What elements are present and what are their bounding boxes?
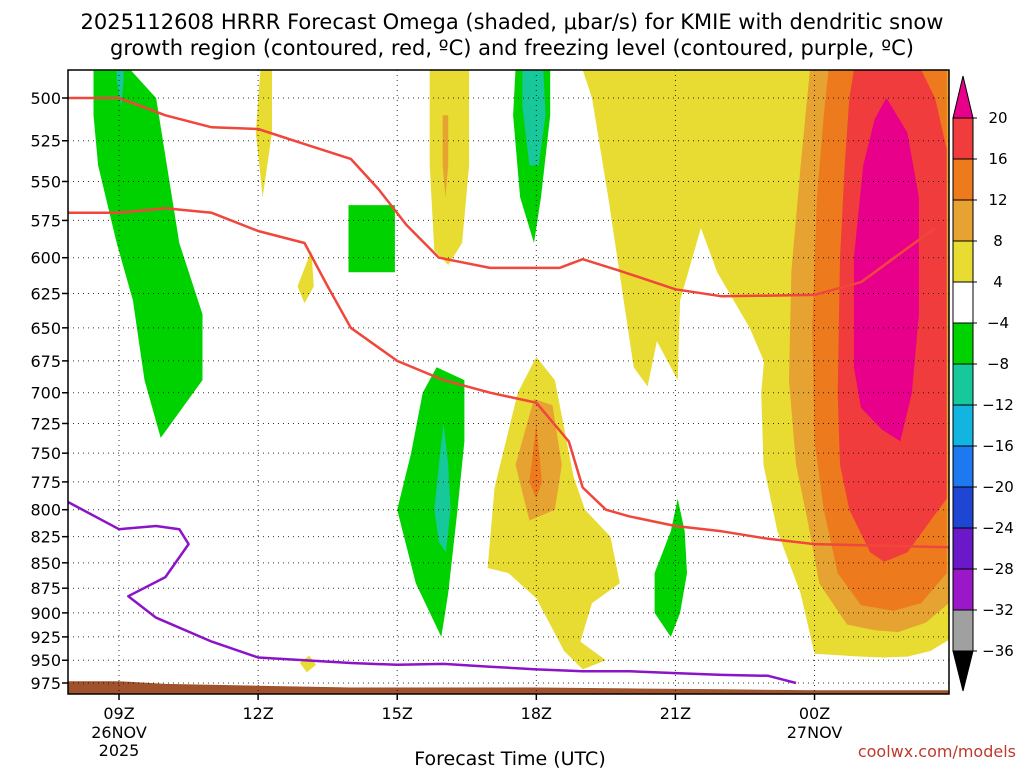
y-tick-label-650: 650 — [30, 319, 61, 338]
y-tick-label-775: 775 — [30, 473, 61, 492]
colorbar-tick-label-1: 16 — [988, 150, 1007, 168]
colorbar-segment-3 — [952, 240, 974, 283]
x-tick-label-15: 15Z — [382, 704, 413, 723]
colorbar-segment-7 — [952, 404, 974, 447]
colorbar-segment-6 — [952, 363, 974, 406]
y-tick-label-675: 675 — [30, 352, 61, 371]
omega-region-r5 — [529, 423, 542, 499]
colorbar-top-arrow — [952, 75, 974, 119]
omega-region-y6 — [582, 70, 801, 418]
contour-line-2 — [67, 500, 797, 685]
contour-line-0 — [68, 96, 936, 298]
y-tick-label-625: 625 — [30, 284, 61, 303]
x-tick-date-9: 26NOV — [91, 723, 147, 742]
y-tick-label-750: 750 — [30, 444, 61, 463]
credit-text: coolwx.com/models — [858, 742, 1016, 761]
colorbar-segment-1 — [952, 158, 974, 201]
omega-shading-layer — [93, 70, 949, 673]
omega-region-y5 — [487, 357, 620, 670]
omega-region-o4 — [442, 115, 449, 198]
y-tick-label-575: 575 — [30, 211, 61, 230]
colorbar-segment-5 — [952, 322, 974, 365]
colorbar-tick-label-8: −16 — [982, 437, 1014, 455]
y-tick-label-525: 525 — [30, 132, 61, 151]
colorbar-tick-label-0: 20 — [988, 109, 1007, 127]
y-tick-label-975: 975 — [30, 674, 61, 693]
y-axis: 500 525 550 575 600 625 650 675 700 725 750 775 800 8… — [30, 89, 68, 693]
x-tick-label-12: 12Z — [242, 704, 273, 723]
colorbar-tick-label-9: −20 — [982, 478, 1014, 496]
omega-region-g2 — [348, 205, 395, 273]
x-tick-label-24: 00Z — [799, 704, 830, 723]
x-tick-year-9: 2025 — [99, 741, 140, 760]
y-tick-label-900: 900 — [30, 604, 61, 623]
colorbar-tick-label-12: −32 — [982, 601, 1014, 619]
omega-region-y4 — [429, 70, 470, 265]
omega-region-y2 — [297, 250, 314, 304]
ground-layer — [68, 681, 949, 694]
omega-region-c1 — [116, 70, 124, 107]
x-tick-date-24: 27NOV — [787, 723, 843, 742]
y-tick-label-550: 550 — [30, 172, 61, 191]
contour-line-1 — [68, 206, 950, 549]
colorbar-segment-10 — [952, 527, 974, 570]
colorbar-tick-label-5: −4 — [987, 314, 1009, 332]
plot-frame — [67, 69, 950, 695]
omega-region-g4 — [397, 367, 465, 637]
colorbar-segment-12 — [952, 609, 974, 652]
y-tick-label-825: 825 — [30, 528, 61, 547]
colorbar-tick-label-11: −28 — [982, 560, 1014, 578]
colorbar-segment-0 — [952, 117, 974, 160]
colorbar-segment-9 — [952, 486, 974, 529]
colorbar-tick-label-4: 4 — [993, 273, 1003, 291]
grid-layer — [68, 70, 949, 694]
colorbar-segment-8 — [952, 445, 974, 488]
omega-region-y1 — [255, 70, 272, 198]
y-tick-label-925: 925 — [30, 628, 61, 647]
y-tick-label-800: 800 — [30, 501, 61, 520]
chart-title-line1: 2025112608 HRRR Forecast Omega (shaded, … — [81, 10, 944, 34]
colorbar-segment-2 — [952, 199, 974, 242]
colorbar-bottom-arrow — [952, 650, 974, 692]
omega-region-c4 — [434, 423, 451, 553]
colorbar: 20 16 12 8 4 −4 −8 −12 −16 −20 −24 −28 −32 −36 — [952, 75, 1014, 692]
x-axis-label: Forecast Time (UTC) — [414, 748, 605, 768]
omega-region-g1 — [93, 70, 203, 438]
x-tick-label-21: 21Z — [660, 704, 691, 723]
y-tick-label-500: 500 — [30, 89, 61, 108]
omega-region-m7 — [853, 98, 919, 442]
omega-region-g5 — [654, 498, 687, 637]
x-tick-label-18: 18Z — [521, 704, 552, 723]
y-tick-label-950: 950 — [30, 651, 61, 670]
x-tick-label-9: 09Z — [103, 704, 134, 723]
y-tick-label-700: 700 — [30, 384, 61, 403]
colorbar-tick-label-10: −24 — [982, 519, 1014, 537]
plot-area — [67, 69, 950, 695]
contour-layer — [67, 96, 950, 685]
colorbar-tick-label-2: 12 — [988, 191, 1007, 209]
y-tick-label-600: 600 — [30, 249, 61, 268]
colorbar-tick-label-7: −12 — [982, 396, 1014, 414]
omega-region-c3 — [522, 70, 546, 166]
colorbar-segment-4 — [952, 281, 974, 324]
y-tick-label-875: 875 — [30, 579, 61, 598]
colorbar-tick-label-3: 8 — [993, 232, 1003, 250]
colorbar-tick-label-13: −36 — [982, 642, 1014, 660]
y-tick-label-725: 725 — [30, 414, 61, 433]
colorbar-segment-11 — [952, 568, 974, 611]
y-tick-label-850: 850 — [30, 554, 61, 573]
colorbar-tick-label-6: −8 — [987, 355, 1009, 373]
chart-title-line2: growth region (contoured, red, ºC) and f… — [110, 36, 914, 60]
ground-terrain — [68, 681, 949, 694]
